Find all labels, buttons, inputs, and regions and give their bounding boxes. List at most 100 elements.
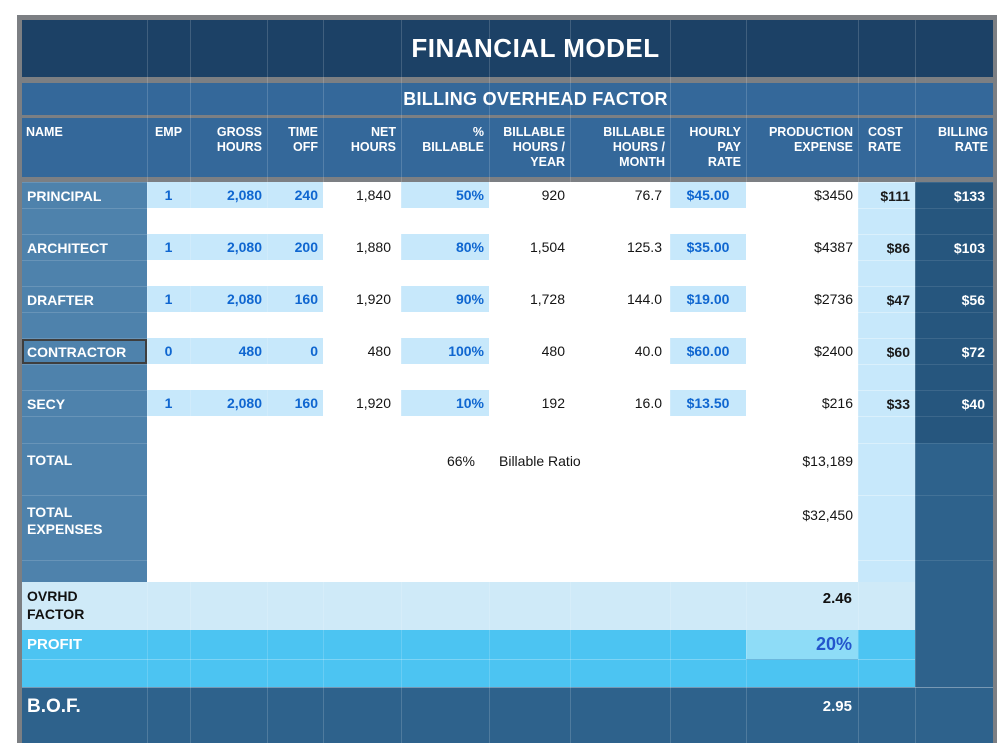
cell-net-hours[interactable]: 480 bbox=[323, 338, 401, 364]
empty-cells[interactable] bbox=[147, 560, 858, 582]
cell-time-off[interactable]: 160 bbox=[267, 286, 323, 312]
cell-hourly-pay-rate[interactable]: $60.00 bbox=[670, 338, 746, 364]
cell-production-expense[interactable]: $2736 bbox=[746, 286, 858, 312]
name-column-stripe[interactable] bbox=[22, 364, 147, 390]
cell-billable-hours-year[interactable]: 920 bbox=[489, 182, 570, 208]
cell-billable-hours-year[interactable]: 1,728 bbox=[489, 286, 570, 312]
cell-emp[interactable]: 1 bbox=[147, 286, 190, 312]
cell-ovrhd-label[interactable]: OVRHD FACTOR bbox=[27, 588, 85, 622]
cell-production-expense[interactable]: $4387 bbox=[746, 234, 858, 260]
cell-time-off[interactable]: 0 bbox=[267, 338, 323, 364]
banner-cell[interactable]: BILLING OVERHEAD FACTOR bbox=[22, 83, 993, 115]
cell-net-hours[interactable]: 1,920 bbox=[323, 286, 401, 312]
cost-column-stripe[interactable] bbox=[858, 416, 915, 443]
cell-billable-hours-month[interactable]: 40.0 bbox=[570, 338, 670, 364]
billing-column-stripe[interactable] bbox=[915, 416, 993, 443]
cell-hourly-pay-rate[interactable]: $19.00 bbox=[670, 286, 746, 312]
cell-billing-rate[interactable]: $103 bbox=[915, 234, 993, 260]
header-pct-billable[interactable]: % BILLABLE bbox=[422, 125, 484, 154]
name-column-stripe[interactable] bbox=[22, 312, 147, 338]
cell-billable-hours-year[interactable]: 192 bbox=[489, 390, 570, 416]
header-name[interactable]: NAME bbox=[26, 125, 63, 139]
cell-pct-billable[interactable]: 10% bbox=[401, 390, 489, 416]
cell-cost-rate[interactable]: $111 bbox=[858, 182, 915, 208]
header-production-expense[interactable]: PRODUCTION EXPENSE bbox=[768, 125, 853, 154]
empty-cells[interactable] bbox=[147, 260, 858, 286]
cost-column-stripe[interactable] bbox=[858, 260, 915, 286]
empty-cells[interactable] bbox=[147, 208, 858, 234]
cell-gross-hours[interactable]: 480 bbox=[190, 338, 267, 364]
cell-pct-billable[interactable]: 50% bbox=[401, 182, 489, 208]
billing-column-stripe[interactable] bbox=[915, 443, 993, 495]
cell-total-label[interactable]: TOTAL bbox=[22, 443, 147, 495]
cell-hourly-pay-rate[interactable]: $13.50 bbox=[670, 390, 746, 416]
header-hourly-pay-rate[interactable]: HOURLY PAY RATE bbox=[689, 125, 741, 169]
name-column-stripe[interactable] bbox=[22, 260, 147, 286]
cell-emp[interactable]: 1 bbox=[147, 234, 190, 260]
cell-time-off[interactable]: 200 bbox=[267, 234, 323, 260]
cell-billing-rate[interactable]: $72 bbox=[915, 338, 993, 364]
title-cell[interactable]: FINANCIAL MODEL bbox=[22, 20, 993, 77]
cell-time-off[interactable]: 240 bbox=[267, 182, 323, 208]
cell-production-expense[interactable]: $2400 bbox=[746, 338, 858, 364]
header-net-hours[interactable]: NET HOURS bbox=[350, 125, 396, 154]
cell-billable-hours-month[interactable]: 16.0 bbox=[570, 390, 670, 416]
header-billable-hours-year[interactable]: BILLABLE HOURS / YEAR bbox=[503, 125, 565, 169]
cell-profit-label[interactable]: PROFIT bbox=[27, 636, 82, 653]
cell-name[interactable]: DRAFTER bbox=[22, 286, 147, 312]
cell-cost-rate[interactable]: $47 bbox=[858, 286, 915, 312]
cell-profit-value[interactable]: 20% bbox=[746, 630, 858, 659]
billing-column-stripe[interactable] bbox=[915, 560, 993, 582]
header-emp[interactable]: EMP bbox=[154, 125, 183, 139]
cell-emp[interactable]: 1 bbox=[147, 390, 190, 416]
cell-billing-rate[interactable]: $133 bbox=[915, 182, 993, 208]
cost-column-stripe[interactable] bbox=[858, 208, 915, 234]
cell-total-production[interactable]: $13,189 bbox=[746, 443, 858, 495]
cell-net-hours[interactable]: 1,920 bbox=[323, 390, 401, 416]
cost-column-stripe[interactable] bbox=[858, 560, 915, 582]
billing-column-stripe[interactable] bbox=[915, 495, 993, 560]
cell-billable-ratio[interactable]: 66% Billable Ratio bbox=[401, 443, 746, 495]
name-column-stripe[interactable] bbox=[22, 416, 147, 443]
header-time-off[interactable]: TIME OFF bbox=[288, 125, 318, 154]
cell-net-hours[interactable]: 1,840 bbox=[323, 182, 401, 208]
cell-pct-billable[interactable]: 90% bbox=[401, 286, 489, 312]
billing-column-stripe[interactable] bbox=[915, 208, 993, 234]
cell-gross-hours[interactable]: 2,080 bbox=[190, 286, 267, 312]
cost-column-stripe[interactable] bbox=[858, 364, 915, 390]
cell-billing-rate[interactable]: $40 bbox=[915, 390, 993, 416]
cell-gross-hours[interactable]: 2,080 bbox=[190, 182, 267, 208]
cell-gross-hours[interactable]: 2,080 bbox=[190, 390, 267, 416]
cell-gross-hours[interactable]: 2,080 bbox=[190, 234, 267, 260]
cell-name-selected[interactable]: CONTRACTOR bbox=[22, 338, 147, 364]
cell-billable-hours-year[interactable]: 480 bbox=[489, 338, 570, 364]
cell-name[interactable]: ARCHITECT bbox=[22, 234, 147, 260]
header-cost-rate[interactable]: COST RATE bbox=[868, 125, 903, 154]
empty-cells[interactable] bbox=[147, 495, 746, 560]
cell-production-expense[interactable]: $216 bbox=[746, 390, 858, 416]
cell-cost-rate[interactable]: $60 bbox=[858, 338, 915, 364]
cell-billable-hours-month[interactable]: 144.0 bbox=[570, 286, 670, 312]
empty-cells[interactable] bbox=[147, 443, 401, 495]
header-billing-rate[interactable]: BILLING RATE bbox=[938, 125, 988, 154]
cell-pct-billable[interactable]: 80% bbox=[401, 234, 489, 260]
cell-emp[interactable]: 1 bbox=[147, 182, 190, 208]
cell-production-expense[interactable]: $3450 bbox=[746, 182, 858, 208]
cell-bof-label[interactable]: B.O.F. bbox=[27, 696, 81, 717]
cell-billable-hours-year[interactable]: 1,504 bbox=[489, 234, 570, 260]
cell-time-off[interactable]: 160 bbox=[267, 390, 323, 416]
cell-name[interactable]: PRINCIPAL bbox=[22, 182, 147, 208]
cell-cost-rate[interactable]: $33 bbox=[858, 390, 915, 416]
cost-column-stripe[interactable] bbox=[858, 443, 915, 495]
cell-bof-value[interactable]: 2.95 bbox=[822, 698, 852, 715]
cell-pct-billable[interactable]: 100% bbox=[401, 338, 489, 364]
cell-cost-rate[interactable]: $86 bbox=[858, 234, 915, 260]
header-billable-hours-month[interactable]: BILLABLE HOURS / MONTH bbox=[603, 125, 665, 169]
cell-total-expenses-label[interactable]: TOTAL EXPENSES bbox=[22, 495, 147, 560]
header-gross-hours[interactable]: GROSS HOURS bbox=[216, 125, 262, 154]
cell-ovrhd-value[interactable]: 2.46 bbox=[822, 590, 852, 607]
empty-cells[interactable] bbox=[147, 416, 858, 443]
name-column-stripe[interactable] bbox=[22, 560, 147, 582]
billing-column-stripe[interactable] bbox=[915, 312, 993, 338]
cell-billing-rate[interactable]: $56 bbox=[915, 286, 993, 312]
